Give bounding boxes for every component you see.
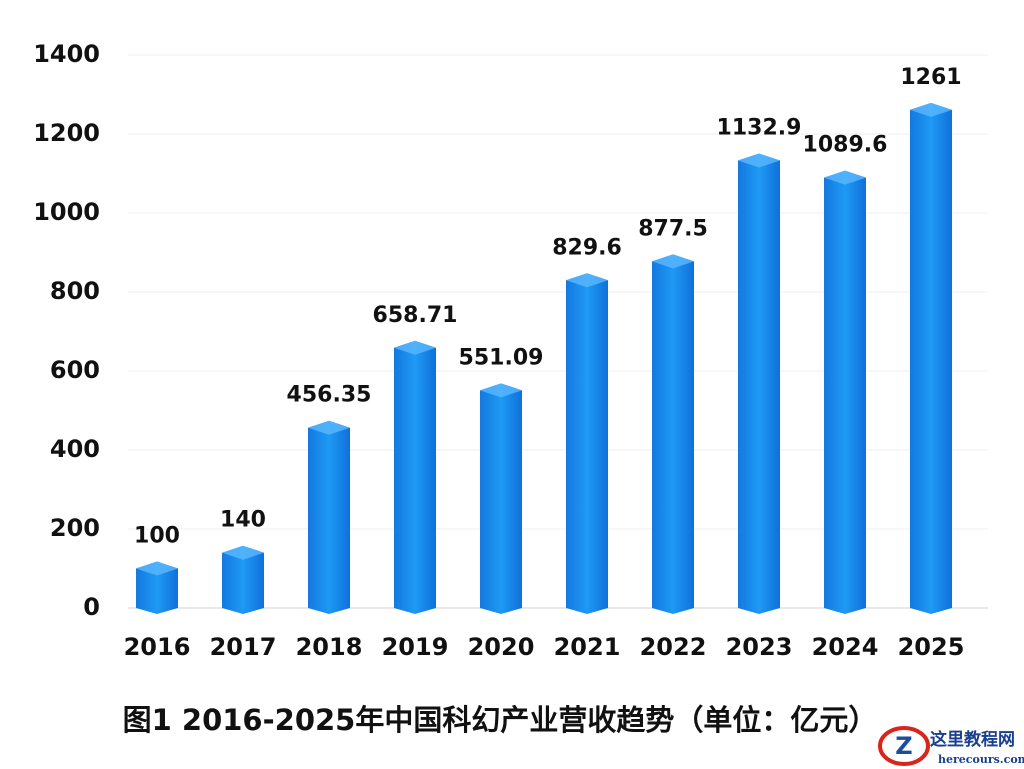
value-label: 1132.9 — [717, 116, 802, 141]
bar-cap — [480, 383, 522, 398]
value-label: 1261 — [900, 65, 961, 90]
bar-cap — [738, 153, 780, 168]
value-label: 877.5 — [638, 216, 708, 241]
y-tick-label: 1200 — [33, 119, 100, 147]
x-tick-label: 2016 — [124, 633, 191, 661]
bar-cap — [652, 254, 694, 269]
value-label: 658.71 — [373, 303, 458, 328]
y-tick-label: 400 — [50, 435, 100, 463]
y-tick-label: 200 — [50, 514, 100, 542]
y-tick-label: 800 — [50, 277, 100, 305]
value-label: 551.09 — [459, 345, 544, 370]
bar — [566, 273, 608, 614]
watermark-logo — [878, 726, 930, 766]
x-tick-label: 2017 — [210, 633, 277, 661]
bar — [222, 545, 264, 614]
value-label: 456.35 — [287, 383, 372, 408]
value-label: 140 — [220, 508, 266, 533]
bar-cap — [308, 420, 350, 435]
x-tick-label: 2019 — [382, 633, 449, 661]
value-label: 100 — [134, 524, 180, 549]
bar — [136, 561, 178, 614]
bar-cap — [136, 561, 178, 576]
y-tick-label: 600 — [50, 356, 100, 384]
watermark: Z 这里教程网 herecours.com — [878, 722, 1024, 769]
chart-title: 图1 2016-2025年中国科幻产业营收趋势（单位：亿元） — [123, 703, 878, 737]
bar — [394, 340, 436, 614]
x-tick-label: 2021 — [554, 633, 621, 661]
value-label: 829.6 — [552, 235, 622, 260]
bar-cap — [566, 273, 608, 288]
y-tick-label: 0 — [83, 593, 100, 621]
watermark-name: 这里教程网 — [930, 729, 1015, 750]
watermark-logo-letter: Z — [895, 732, 912, 760]
x-tick-label: 2025 — [898, 633, 965, 661]
bar — [652, 254, 694, 614]
bar-cap — [394, 340, 436, 355]
x-tick-label: 2018 — [296, 633, 363, 661]
bar — [824, 170, 866, 614]
bar — [308, 420, 350, 614]
bar-cap — [910, 102, 952, 117]
bar — [480, 383, 522, 614]
bar — [738, 153, 780, 614]
x-tick-label: 2020 — [468, 633, 535, 661]
watermark-url: herecours.com — [938, 753, 1024, 766]
x-tick-label: 2024 — [812, 633, 879, 661]
y-tick-label: 1400 — [33, 40, 100, 68]
x-tick-label: 2023 — [726, 633, 793, 661]
bar-cap — [824, 170, 866, 185]
bar — [910, 102, 952, 614]
y-tick-label: 1000 — [33, 198, 100, 226]
value-label: 1089.6 — [803, 133, 888, 158]
bar-cap — [222, 545, 264, 560]
x-tick-label: 2022 — [640, 633, 707, 661]
